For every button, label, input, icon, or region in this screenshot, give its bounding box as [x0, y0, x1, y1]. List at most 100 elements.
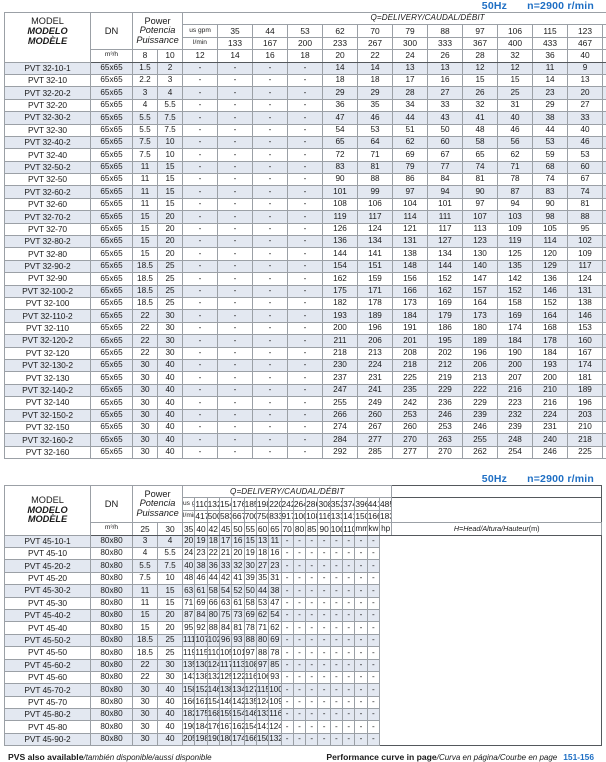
cell-head-4: 65 — [323, 136, 358, 148]
table-row[interactable]: PVT 32-20-265x6534----292928272625232016… — [5, 87, 606, 99]
table-row[interactable]: PVT 45-7080x8030401661611541461421351241… — [5, 696, 602, 708]
cell-head-11: 160 — [568, 335, 603, 347]
cell-head-11: 53 — [568, 149, 603, 161]
cell-head-10: 23 — [533, 87, 568, 99]
table-row[interactable]: PVT 45-6080x8022301431381321251221161069… — [5, 671, 602, 683]
cell-head-2: - — [253, 112, 288, 124]
cell-head-11: 67 — [568, 174, 603, 186]
cell-dn: 80x80 — [91, 535, 133, 547]
cell-head-10: - — [306, 709, 318, 721]
q-value-lmin-7: 367 — [463, 37, 498, 49]
table-row[interactable]: PVT 45-90-280x80304020519819018017416615… — [5, 733, 602, 745]
cell-head-5: 196 — [358, 322, 393, 334]
table-row[interactable]: PVT 32-5065x651115----908886848178746759… — [5, 174, 606, 186]
q-value-lmin-2: 583 — [219, 510, 231, 522]
cell-power-kw: 11 — [133, 161, 158, 173]
table-row[interactable]: PVT 45-50-280x8018.525111107102969388806… — [5, 634, 602, 646]
cell-head-13: - — [343, 659, 355, 671]
cell-head-2: 154 — [207, 696, 219, 708]
cell-power-kw: 18.5 — [133, 273, 158, 285]
cell-head-2: - — [253, 149, 288, 161]
cell-head-4: 36 — [323, 99, 358, 111]
cell-head-5: 231 — [358, 372, 393, 384]
cell-power-kw: 15 — [133, 211, 158, 223]
cell-head-12: - — [330, 733, 342, 745]
cell-power-hp: 40 — [158, 384, 183, 396]
table-row[interactable]: PVT 45-8080x8030401901841761671621541411… — [5, 721, 602, 733]
cell-model: PVT 45-10-1 — [5, 535, 91, 547]
cell-dn: 65x65 — [91, 87, 133, 99]
cell-dn: 65x65 — [91, 322, 133, 334]
cell-head-8: - — [281, 696, 293, 708]
cell-head-7: 236 — [428, 397, 463, 409]
q-value-usgpm-12: 374 — [343, 498, 355, 510]
cell-head-5: 46 — [358, 112, 393, 124]
cell-model: PVT 32-100-2 — [5, 285, 91, 297]
cell-head-0: - — [183, 161, 218, 173]
cell-head-12: 90 — [603, 236, 606, 248]
cell-head-10: 114 — [533, 236, 568, 248]
cell-head-12: - — [330, 585, 342, 597]
cell-head-1: - — [218, 223, 253, 235]
cell-head-10: 168 — [533, 322, 568, 334]
table-row[interactable]: PVT 45-70-280x80304015815214613813412711… — [5, 684, 602, 696]
cell-head-8: - — [281, 647, 293, 659]
table-row[interactable]: PVT 45-5080x8018.52511911511010510197887… — [5, 647, 602, 659]
table-row[interactable]: PVT 32-1065x652.23----181817161515141311… — [5, 74, 606, 86]
table-row[interactable]: PVT 45-80-280x80304018217516815915414613… — [5, 709, 602, 721]
cell-head-7: 124 — [269, 721, 281, 733]
table-row[interactable]: PVT 32-4065x657.510----72716967656259534… — [5, 149, 606, 161]
header-model-en: MODEL — [31, 495, 64, 505]
cell-head-7: 246 — [428, 409, 463, 421]
table-row[interactable]: PVT 32-10-165x651.52----1414131312121197… — [5, 62, 606, 74]
cell-head-6: 166 — [393, 285, 428, 297]
cell-head-0: - — [183, 198, 218, 210]
footer-page-ref[interactable]: 151-156 — [563, 752, 594, 762]
cell-model: PVT 45-50 — [5, 647, 91, 659]
cell-head-11: 27 — [568, 99, 603, 111]
cell-head-5: 53 — [358, 124, 393, 136]
cell-model: PVT 32-30 — [5, 124, 91, 136]
table-row[interactable]: PVT 45-60-280x80223013513012411711310897… — [5, 659, 602, 671]
table-row[interactable]: PVT 32-2065x6545.5----363534333231292723… — [5, 99, 606, 111]
cell-head-0: - — [183, 223, 218, 235]
cell-head-6: 191 — [393, 322, 428, 334]
cell-head-3: - — [288, 384, 323, 396]
cell-head-8: 213 — [463, 372, 498, 384]
